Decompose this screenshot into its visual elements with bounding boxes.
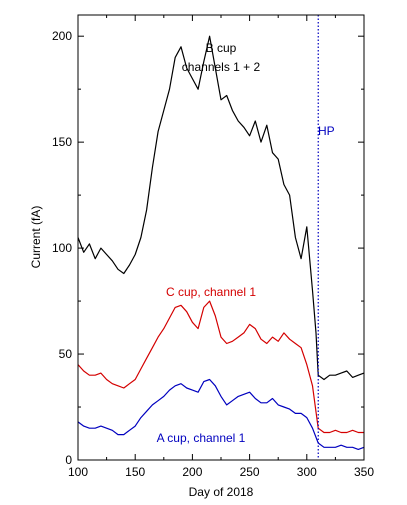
x-tick-label: 200: [182, 465, 202, 479]
y-tick-label: 50: [59, 347, 73, 361]
series-line-1: [77, 300, 364, 434]
x-tick-label: 250: [240, 465, 260, 479]
x-axis-label: Day of 2018: [189, 485, 254, 499]
y-tick-label: 200: [52, 29, 72, 43]
y-tick-label: 0: [65, 453, 72, 467]
x-tick-label: 300: [297, 465, 317, 479]
y-tick-label: 150: [52, 135, 72, 149]
x-tick-label: 100: [68, 465, 88, 479]
x-tick-label: 350: [354, 465, 374, 479]
series-line-2: [77, 378, 365, 450]
x-tick-label: 150: [125, 465, 145, 479]
annotation-c-cup: C cup, channel 1: [166, 285, 256, 299]
plot-frame: [77, 14, 365, 461]
annotation-b-channels: channels 1 + 2: [182, 60, 261, 74]
annotation-b-cup: B cup: [206, 41, 237, 55]
ticks-layer: 100 150 200 250 300 350 0 50 100 150 200: [52, 15, 374, 479]
series-layer: [77, 35, 365, 450]
annotation-hp: HP: [318, 124, 335, 138]
y-tick-label: 100: [52, 241, 72, 255]
y-axis-label: Current (fA): [29, 206, 43, 269]
series-line-0: [77, 35, 365, 381]
annotation-a-cup: A cup, channel 1: [157, 431, 246, 445]
